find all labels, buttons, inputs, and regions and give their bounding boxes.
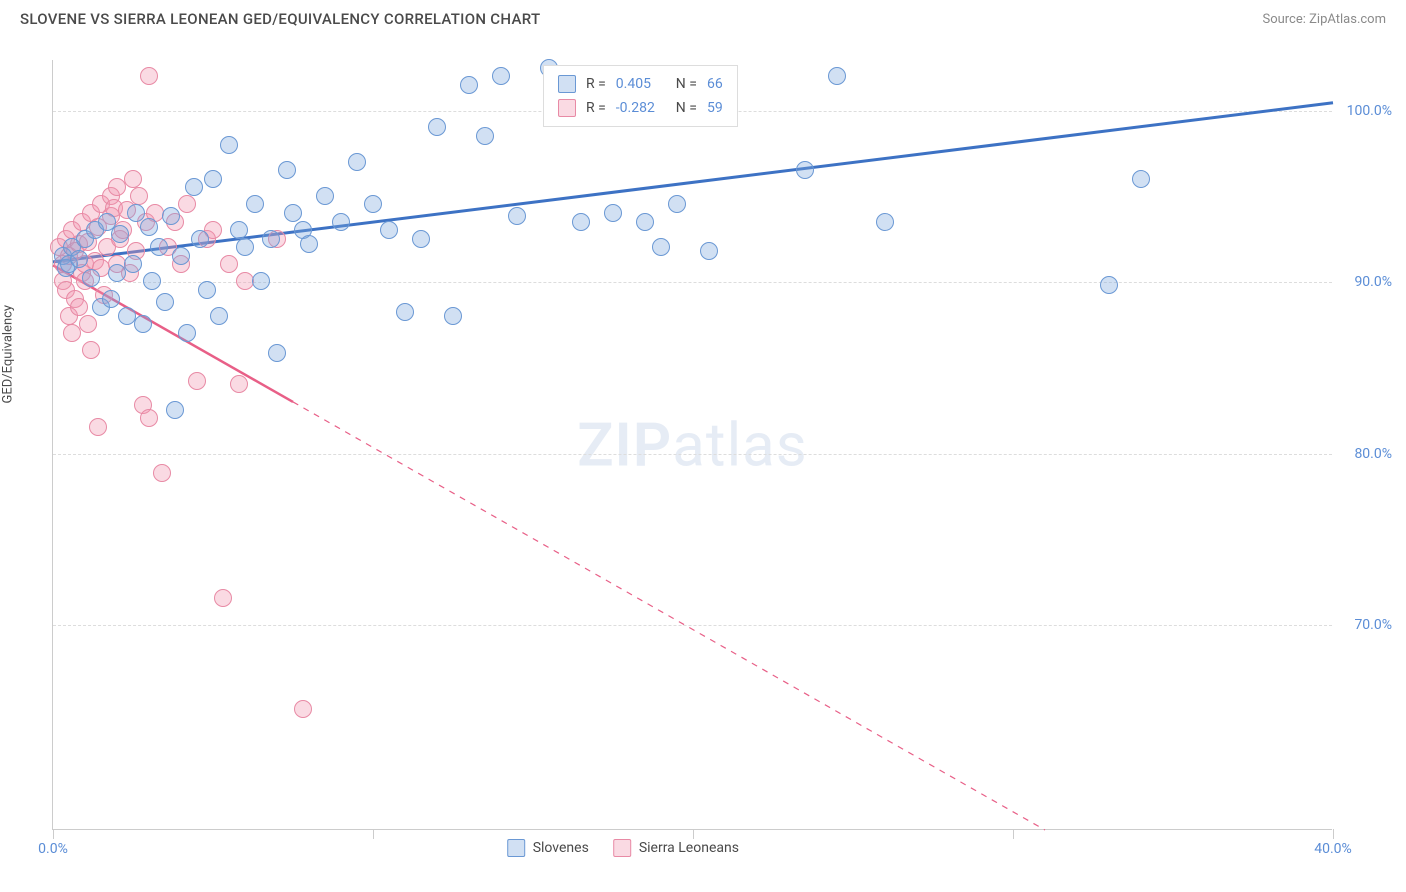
scatter-point bbox=[79, 315, 97, 333]
scatter-point bbox=[130, 187, 148, 205]
scatter-point bbox=[188, 372, 206, 390]
scatter-point bbox=[604, 204, 622, 222]
scatter-point bbox=[364, 195, 382, 213]
scatter-point bbox=[70, 250, 88, 268]
trend-line-dashed bbox=[293, 402, 1045, 830]
correlation-legend: R = 0.405 N = 66 R = -0.282 N = 59 bbox=[543, 65, 738, 127]
scatter-point bbox=[572, 213, 590, 231]
scatter-point bbox=[204, 170, 222, 188]
scatter-point bbox=[876, 213, 894, 231]
swatch-icon bbox=[507, 839, 525, 857]
scatter-point bbox=[284, 204, 302, 222]
x-tick-label: 0.0% bbox=[38, 841, 68, 857]
scatter-point bbox=[252, 272, 270, 290]
scatter-point bbox=[300, 235, 318, 253]
y-axis-label: GED/Equivalency bbox=[1, 305, 16, 404]
swatch-icon bbox=[613, 839, 631, 857]
scatter-point bbox=[492, 67, 510, 85]
gridline bbox=[53, 454, 1332, 455]
scatter-point bbox=[156, 293, 174, 311]
x-tick bbox=[53, 829, 54, 839]
chart-plot-area: ZIPatlas 70.0%80.0%90.0%100.0% 0.0%40.0%… bbox=[52, 60, 1332, 830]
scatter-point bbox=[70, 298, 88, 316]
scatter-point bbox=[230, 221, 248, 239]
scatter-point bbox=[82, 269, 100, 287]
scatter-point bbox=[82, 341, 100, 359]
scatter-point bbox=[140, 218, 158, 236]
scatter-point bbox=[262, 230, 280, 248]
x-tick-label: 40.0% bbox=[1314, 841, 1352, 857]
scatter-point bbox=[150, 238, 168, 256]
y-tick-label: 70.0% bbox=[1337, 617, 1392, 633]
legend-item-slovenes: Slovenes bbox=[507, 839, 589, 857]
swatch-slovenes bbox=[558, 75, 576, 93]
legend-row-slovenes: R = 0.405 N = 66 bbox=[558, 72, 723, 96]
scatter-point bbox=[796, 161, 814, 179]
scatter-point bbox=[460, 76, 478, 94]
scatter-point bbox=[220, 136, 238, 154]
series-legend: Slovenes Sierra Leoneans bbox=[507, 839, 739, 857]
scatter-point bbox=[214, 589, 232, 607]
chart-title: SLOVENE VS SIERRA LEONEAN GED/EQUIVALENC… bbox=[20, 10, 540, 28]
scatter-point bbox=[185, 178, 203, 196]
scatter-point bbox=[444, 307, 462, 325]
scatter-point bbox=[143, 272, 161, 290]
scatter-point bbox=[828, 67, 846, 85]
scatter-point bbox=[636, 213, 654, 231]
y-tick-label: 90.0% bbox=[1337, 274, 1392, 290]
scatter-point bbox=[316, 187, 334, 205]
scatter-point bbox=[1100, 276, 1118, 294]
scatter-point bbox=[124, 255, 142, 273]
scatter-point bbox=[134, 315, 152, 333]
scatter-point bbox=[191, 230, 209, 248]
x-tick bbox=[373, 829, 374, 839]
x-tick bbox=[1333, 829, 1334, 839]
scatter-point bbox=[508, 207, 526, 225]
legend-item-sierra-leoneans: Sierra Leoneans bbox=[613, 839, 739, 857]
scatter-point bbox=[220, 255, 238, 273]
scatter-point bbox=[380, 221, 398, 239]
scatter-point bbox=[246, 195, 264, 213]
y-tick-label: 80.0% bbox=[1337, 446, 1392, 462]
legend-row-sierra-leoneans: R = -0.282 N = 59 bbox=[558, 96, 723, 120]
scatter-point bbox=[428, 118, 446, 136]
scatter-point bbox=[198, 281, 216, 299]
scatter-point bbox=[140, 67, 158, 85]
scatter-point bbox=[1132, 170, 1150, 188]
scatter-point bbox=[172, 247, 190, 265]
scatter-point bbox=[178, 324, 196, 342]
scatter-point bbox=[140, 409, 158, 427]
scatter-point bbox=[102, 290, 120, 308]
scatter-point bbox=[348, 153, 366, 171]
scatter-point bbox=[668, 195, 686, 213]
scatter-point bbox=[396, 303, 414, 321]
scatter-point bbox=[412, 230, 430, 248]
scatter-point bbox=[294, 700, 312, 718]
scatter-point bbox=[153, 464, 171, 482]
scatter-point bbox=[178, 195, 196, 213]
y-tick-label: 100.0% bbox=[1337, 103, 1392, 119]
x-tick bbox=[693, 829, 694, 839]
scatter-point bbox=[162, 207, 180, 225]
scatter-point bbox=[236, 238, 254, 256]
x-tick bbox=[1013, 829, 1014, 839]
scatter-point bbox=[230, 375, 248, 393]
gridline bbox=[53, 625, 1332, 626]
scatter-point bbox=[268, 344, 286, 362]
scatter-point bbox=[210, 307, 228, 325]
scatter-point bbox=[111, 225, 129, 243]
source-label: Source: ZipAtlas.com bbox=[1262, 12, 1386, 27]
scatter-point bbox=[476, 127, 494, 145]
scatter-point bbox=[652, 238, 670, 256]
scatter-point bbox=[89, 418, 107, 436]
scatter-point bbox=[278, 161, 296, 179]
scatter-point bbox=[332, 213, 350, 231]
scatter-point bbox=[700, 242, 718, 260]
scatter-point bbox=[166, 401, 184, 419]
watermark: ZIPatlas bbox=[577, 409, 808, 480]
scatter-point bbox=[124, 170, 142, 188]
swatch-sierra-leoneans bbox=[558, 99, 576, 117]
